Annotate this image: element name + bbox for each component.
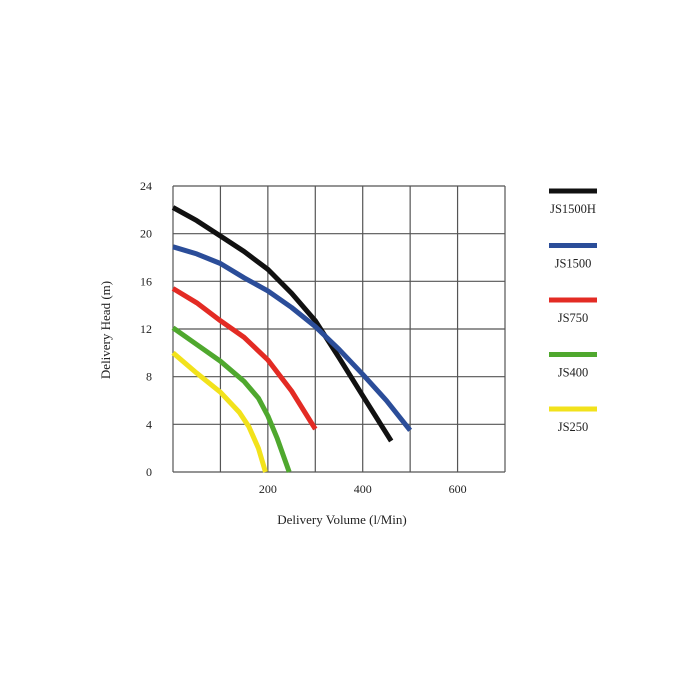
- series-line-js250: [171, 350, 268, 473]
- legend-label-js1500h: JS1500H: [550, 202, 596, 216]
- series-line-js400: [171, 325, 292, 473]
- series-lines: [171, 205, 413, 473]
- x-tick-label: 400: [354, 482, 372, 496]
- axis-ticks: 0 4 8 12 16 20 24 200 400 600: [140, 179, 467, 496]
- chart-grid: [172, 185, 506, 473]
- legend-label-js1500: JS1500: [555, 257, 592, 271]
- legend-label-js400: JS400: [558, 366, 589, 380]
- series-line-js1500h: [171, 205, 394, 443]
- y-tick-label: 24: [140, 179, 152, 193]
- x-tick-label: 600: [449, 482, 467, 496]
- x-axis-title: Delivery Volume (l/Min): [277, 512, 407, 527]
- legend-label-js250: JS250: [558, 420, 589, 434]
- series-line-js750: [171, 286, 318, 431]
- legend: JS1500H JS1500 JS750 JS400 JS250: [549, 188, 597, 434]
- y-tick-label: 12: [140, 322, 152, 336]
- y-tick-label: 8: [146, 370, 152, 384]
- y-tick-label: 0: [146, 465, 152, 479]
- y-axis-title: Delivery Head (m): [98, 281, 113, 379]
- y-tick-label: 20: [140, 227, 152, 241]
- y-tick-label: 4: [146, 417, 152, 431]
- y-tick-label: 16: [140, 274, 152, 288]
- x-tick-label: 200: [259, 482, 277, 496]
- legend-label-js750: JS750: [558, 311, 589, 325]
- series-line-js1500: [172, 244, 413, 432]
